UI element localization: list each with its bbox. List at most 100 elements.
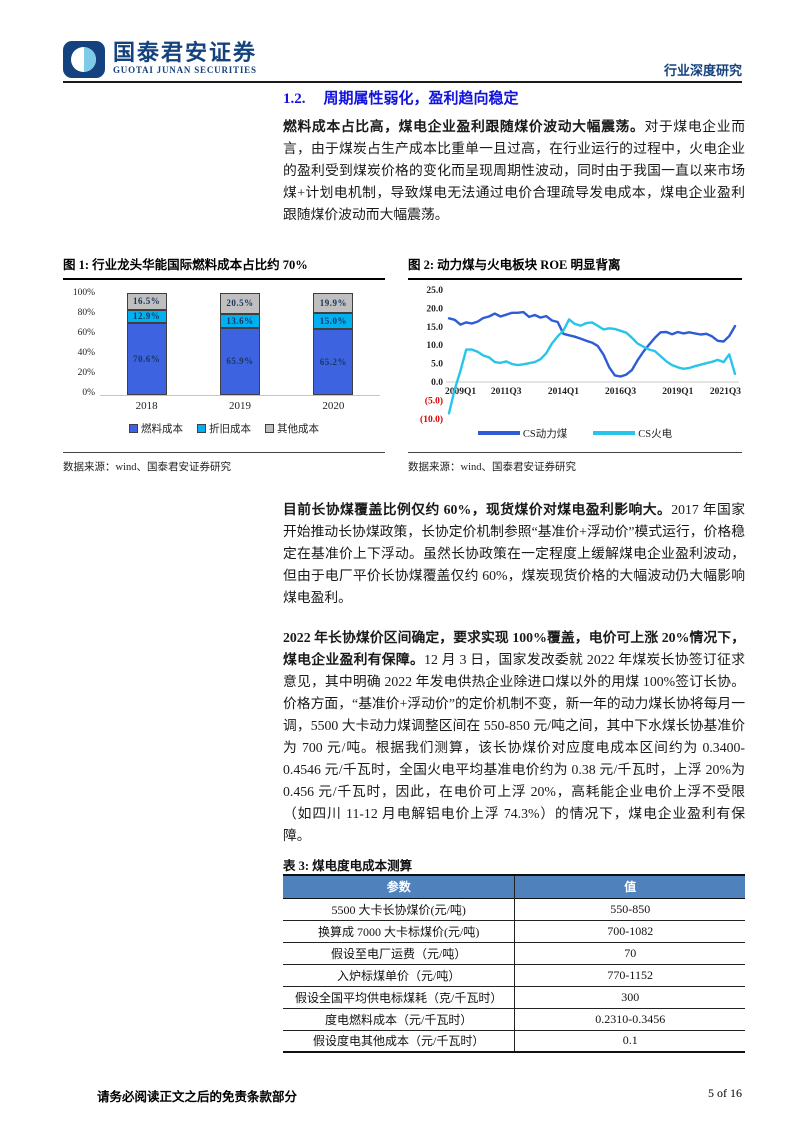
paragraph-2-body: 2017 年国家开始推动长协煤政策，长协定价机制参照“基准价+浮动价”模式运行，… (283, 502, 745, 605)
table-header-row: 参数 值 (283, 875, 745, 898)
bar-segment: 13.6% (219, 313, 260, 328)
figure-1-y-axis: 100% 80% 60% 40% 20% 0% (60, 288, 95, 398)
y-tick-label: 80% (77, 308, 95, 318)
table-row: 假设全国平均供电标煤耗（克/千瓦时） 300 (283, 986, 745, 1008)
bar-column: 16.5% 12.9% 70.6% (126, 293, 167, 395)
y-tick-label: 0.0 (431, 378, 443, 388)
x-tick-label: 2019Q1 (662, 387, 693, 397)
table-cell: 度电燃料成本（元/千瓦时） (283, 1008, 516, 1030)
table-row: 假设至电厂运费（元/吨） 70 (283, 942, 745, 964)
table-cell: 换算成 7000 大卡标煤价(元/吨) (283, 920, 516, 942)
paragraph-1-lead: 燃料成本占比高，煤电企业盈利跟随煤价波动大幅震荡。 (283, 119, 645, 134)
figure-2-source: 数据来源：wind、国泰君安证券研究 (408, 452, 742, 474)
bar-segment: 65.2% (313, 328, 354, 395)
bar-value-label: 13.6% (226, 315, 254, 326)
legend-item: 折旧成本 (197, 421, 251, 436)
footer-disclaimer: 请务必阅读正文之后的免责条款部分 (97, 1090, 298, 1104)
x-tick-label: 2011Q3 (491, 387, 522, 397)
table-header-value: 值 (514, 875, 745, 898)
y-tick-label: 20.0 (426, 304, 443, 314)
bar-value-label: 19.9% (319, 298, 347, 309)
doc-type-label: 行业深度研究 (663, 63, 742, 78)
bar-segment: 16.5% (126, 293, 167, 310)
header-divider (63, 81, 742, 83)
paragraph-1-body: 对于煤电企业而言，由于煤炭占生产成本比重单一且过高，在行业运行的过程中，火电企业… (283, 119, 745, 222)
section-number: 1.2. (283, 91, 306, 107)
legend-item: CS火电 (593, 426, 672, 441)
x-category-label: 2018 (135, 400, 158, 412)
table-cell: 300 (621, 989, 640, 1004)
legend-swatch-icon (197, 424, 206, 433)
paragraph-3-lead: 2022 年长协煤价区间确定，要求实现 100%覆盖，电价可上涨 20%情况下，… (283, 630, 745, 667)
bar-segment: 70.6% (126, 323, 167, 395)
table-row: 度电燃料成本（元/千瓦时） 0.2310-0.3456 (283, 1008, 745, 1030)
table-cell: 假设至电厂运费（元/吨） (283, 942, 516, 964)
table-cell: 入炉标煤单价（元/吨） (283, 964, 516, 986)
bar-segment: 20.5% (219, 293, 260, 314)
y-tick-label: 0% (82, 388, 95, 398)
brand-name-en: GUOTAI JUNAN SECURITIES (113, 65, 257, 75)
bar-segment: 15.0% (313, 313, 354, 329)
bar-value-label: 20.5% (226, 298, 254, 309)
table-cell: 770-1152 (607, 967, 653, 982)
legend-line-icon (593, 430, 636, 435)
paragraph-3-body: 12 月 3 日，国家发改委就 2022 年煤炭长协签订征求意见，其中明确 20… (283, 652, 745, 843)
bar-value-label: 65.2% (319, 356, 347, 367)
table-row: 换算成 7000 大卡标煤价(元/吨) 700-1082 (283, 920, 745, 942)
y-tick-label: 25.0 (426, 286, 443, 296)
table-3-title: 表 3: 煤电度电成本测算 (283, 859, 413, 873)
table-cell: 550-850 (610, 901, 651, 916)
legend-line-icon (477, 430, 520, 435)
section-title: 周期属性弱化，盈利趋向稳定 (323, 91, 519, 107)
table-row: 5500 大卡长协煤价(元/吨) 550-850 (283, 898, 745, 920)
bar-value-label: 70.6% (133, 354, 161, 364)
bar-value-label: 15.0% (319, 315, 347, 326)
legend-item: 其他成本 (265, 421, 319, 436)
bar-column: 19.9% 15.0% 65.2% (313, 292, 354, 395)
brand-logo: 国泰君安证券 GUOTAI JUNAN SECURITIES (63, 41, 257, 78)
legend-item: CS动力煤 (477, 426, 567, 441)
table-cell: 700-1082 (607, 923, 654, 938)
bar-value-label: 12.9% (133, 311, 161, 322)
legend-swatch-icon (265, 424, 274, 433)
bar-segment: 65.9% (219, 327, 260, 395)
table-cell: 70 (624, 945, 637, 960)
bar-segment: 12.9% (126, 309, 167, 323)
figure-2-legend: CS动力煤 CS火电 (408, 426, 742, 441)
bar-column: 20.5% 13.6% 65.9% (219, 293, 260, 395)
figure-1-bars: 16.5% 12.9% 70.6% 20.5% 13.6% 65.9% 19.9% 15.0%… (100, 292, 380, 396)
x-tick-label: 2016Q3 (605, 387, 636, 397)
y-tick-label: 100% (72, 288, 95, 298)
figure-2-title: 图 2: 动力煤与火电板块 ROE 明显背离 (408, 254, 742, 280)
footer-page-number: 5 of 16 (708, 1086, 742, 1100)
y-tick-label: 60% (77, 328, 95, 338)
table-cell: 假设全国平均供电标煤耗（克/千瓦时） (283, 986, 516, 1008)
y-tick-label: 10.0 (426, 341, 443, 351)
table-cell: 假设度电其他成本（元/千瓦时） (283, 1030, 516, 1052)
paragraph-1: 燃料成本占比高，煤电企业盈利跟随煤价波动大幅震荡。对于煤电企业而言，由于煤炭占生… (283, 116, 745, 226)
figure-1-title: 图 1: 行业龙头华能国际燃料成本占比约 70% (63, 254, 385, 280)
table-header-param: 参数 (283, 875, 516, 898)
figure-1-x-axis: 2018 2019 2020 (100, 400, 380, 412)
section-heading: 1.2. 周期属性弱化，盈利趋向稳定 (283, 87, 745, 108)
table-row: 入炉标煤单价（元/吨） 770-1152 (283, 964, 745, 986)
brand-name-cn: 国泰君安证券 (113, 40, 258, 65)
brand-logo-icon (63, 41, 105, 78)
table-3-body: 5500 大卡长协煤价(元/吨) 550-850 换算成 7000 大卡标煤价(元/… (283, 898, 745, 1052)
table-3: 参数 值 5500 大卡长协煤价(元/吨) 550-850 换算成 7000 大卡标… (283, 874, 745, 1053)
figure-1-source: 数据来源：wind、国泰君安证券研究 (63, 452, 385, 474)
legend-item: 燃料成本 (129, 421, 183, 436)
legend-swatch-icon (129, 424, 138, 433)
paragraph-2-lead: 目前长协煤覆盖比例仅约 60%，现货煤价对煤电盈利影响大。 (283, 502, 672, 517)
bar-value-label: 16.5% (133, 296, 161, 307)
y-tick-label: 40% (77, 348, 95, 358)
y-tick-label: 20% (77, 368, 95, 378)
paragraph-3: 2022 年长协煤价区间确定，要求实现 100%覆盖，电价可上涨 20%情况下，… (283, 627, 745, 847)
bar-segment: 19.9% (313, 292, 354, 314)
line-series (447, 318, 737, 415)
table-cell: 0.1 (622, 1033, 638, 1048)
x-tick-label: 2021Q3 (710, 387, 741, 397)
table-row: 假设度电其他成本（元/千瓦时） 0.1 (283, 1030, 745, 1052)
figure-1-legend: 燃料成本 折旧成本 其他成本 (63, 421, 385, 436)
